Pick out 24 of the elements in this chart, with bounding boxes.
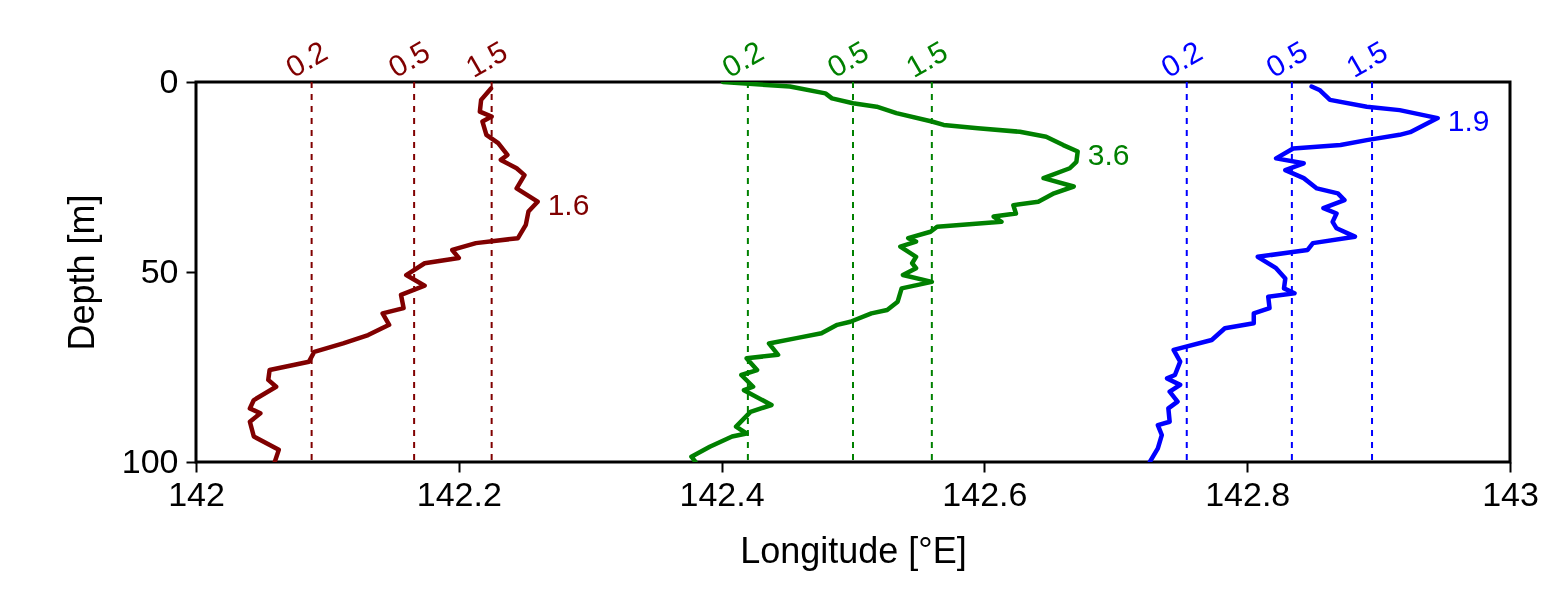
annotation: 0.5: [821, 34, 875, 84]
line-series: [689, 82, 1080, 462]
annotation: 1.5: [460, 34, 513, 84]
annotation: 0.2: [716, 34, 769, 84]
line-series: [1147, 84, 1440, 462]
annotation: 3.6: [1087, 137, 1130, 171]
annotation: 1.9: [1447, 104, 1490, 138]
annotation: 0.2: [1155, 34, 1208, 84]
annotation: 1.5: [1340, 34, 1394, 84]
annotation: 0.5: [1260, 34, 1313, 84]
x-tick-label: 142.4: [679, 474, 765, 513]
annotation: 1.5: [900, 34, 953, 84]
annotation: 1.6: [547, 187, 590, 221]
x-tick-label: 143: [1482, 474, 1539, 513]
x-tick-label: 142.6: [942, 474, 1028, 513]
y-tick-label: 0: [159, 61, 179, 100]
annotation: 0.5: [382, 34, 436, 84]
y-tick-label: 50: [140, 251, 179, 290]
y-axis-title: Depth [m]: [60, 194, 102, 351]
x-tick-label: 142.2: [416, 474, 502, 513]
x-tick-label: 142.8: [1205, 474, 1291, 513]
line-series: [247, 86, 540, 462]
x-axis-title: Longitude [°E]: [740, 529, 967, 571]
annotation: 0.2: [280, 34, 333, 84]
